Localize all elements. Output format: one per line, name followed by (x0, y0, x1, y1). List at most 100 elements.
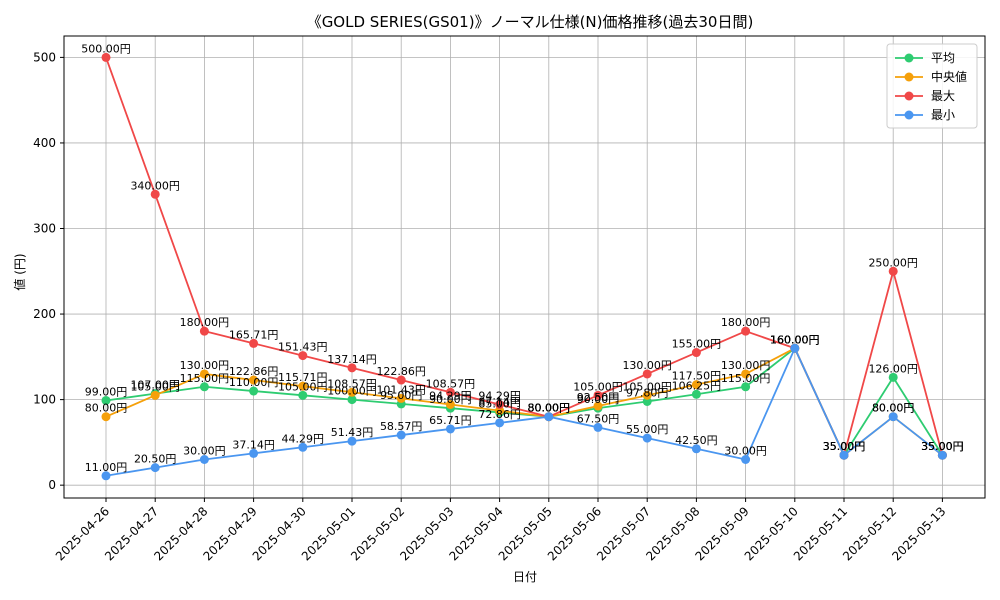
data-label: 97.80円 (626, 386, 669, 399)
data-label: 90.00円 (429, 393, 472, 406)
data-label: 130.00円 (180, 359, 230, 372)
data-label: 80.00円 (528, 402, 571, 415)
data-label: 44.29円 (282, 432, 325, 445)
data-label: 11.00円 (85, 461, 128, 474)
data-label: 151.43円 (278, 341, 328, 354)
data-point (741, 382, 751, 392)
y-tick-label: 500 (33, 50, 56, 64)
data-label: 35.00円 (823, 440, 866, 453)
data-label: 126.00円 (868, 362, 918, 375)
data-point (249, 448, 259, 458)
data-label: 85.00円 (478, 397, 521, 410)
legend-marker (904, 72, 914, 82)
data-point (741, 326, 751, 336)
legend-entry: 中央値 (931, 69, 967, 84)
data-point (396, 430, 406, 440)
data-label: 80.00円 (528, 402, 571, 415)
data-label: 80.00円 (872, 402, 915, 415)
data-label: 250.00円 (868, 256, 918, 269)
data-label: 130.00円 (622, 359, 672, 372)
data-label: 165.71円 (229, 328, 279, 341)
data-label: 95.00円 (380, 389, 423, 402)
y-tick-label: 300 (33, 222, 56, 236)
data-point (593, 390, 603, 400)
grid (64, 36, 985, 498)
y-tick-label: 200 (33, 307, 56, 321)
data-point (150, 390, 160, 400)
data-label: 106.25円 (672, 379, 722, 392)
data-point (396, 393, 406, 403)
data-label: 160.00円 (770, 333, 820, 346)
data-label: 58.57円 (380, 420, 423, 433)
data-point (593, 422, 603, 432)
data-point (937, 450, 947, 460)
data-label: 65.71円 (429, 414, 472, 427)
data-label: 155.00円 (672, 338, 722, 351)
data-label: 87.14円 (478, 396, 521, 409)
data-label: 35.00円 (921, 440, 964, 453)
data-label: 115.00円 (180, 372, 230, 385)
data-point (691, 389, 701, 399)
data-label: 94.29円 (429, 389, 472, 402)
data-point (101, 412, 111, 422)
data-point (396, 375, 406, 385)
data-label: 80.00円 (872, 402, 915, 415)
data-point (298, 390, 308, 400)
data-label: 94.29円 (478, 389, 521, 402)
data-label: 30.00円 (724, 445, 767, 458)
data-label: 130.00円 (721, 359, 771, 372)
chart-title: 《GOLD SERIES(GS01)》ノーマル仕様(N)価格推移(過去30日間) (307, 13, 754, 31)
data-label: 99.00円 (85, 385, 128, 398)
axes: 01002003004005002025-04-262025-04-272025… (33, 35, 986, 563)
data-label: 100.00円 (327, 385, 377, 398)
data-label: 110.00円 (229, 376, 279, 389)
data-label: 500.00円 (81, 42, 131, 55)
data-point (445, 424, 455, 434)
data-label: 115.00円 (721, 372, 771, 385)
data-label: 80.00円 (85, 402, 128, 415)
data-label: 117.50円 (672, 370, 722, 383)
legend-marker (904, 110, 914, 120)
data-point (790, 343, 800, 353)
legend-marker (904, 53, 914, 63)
data-point (642, 433, 652, 443)
legend-entry: 最小 (931, 108, 955, 122)
data-point (199, 326, 209, 336)
data-point (741, 455, 751, 464)
data-label: 105.00円 (278, 380, 328, 393)
data-point (642, 396, 652, 406)
data-label: 35.00円 (921, 440, 964, 453)
data-point (347, 436, 357, 446)
data-point (199, 382, 209, 392)
series-layer (101, 52, 947, 481)
data-point (544, 412, 554, 422)
data-point (593, 401, 603, 411)
data-label: 180.00円 (180, 316, 230, 329)
y-axis-label: 値 (円) (12, 253, 27, 290)
data-point (101, 471, 111, 481)
legend-box (886, 43, 978, 129)
data-label: 180.00円 (721, 316, 771, 329)
y-tick-label: 100 (33, 393, 56, 407)
data-point (642, 390, 652, 400)
data-label: 105.00円 (622, 380, 672, 393)
data-label: 107.00円 (130, 379, 180, 392)
data-label: 105.00円 (130, 380, 180, 393)
series-line-3 (105, 346, 943, 477)
data-point (298, 442, 308, 452)
data-label: 72.86円 (478, 408, 521, 421)
data-label: 35.00円 (921, 440, 964, 453)
data-label: 122.86円 (376, 365, 426, 378)
data-label: 115.71円 (278, 371, 328, 384)
y-tick-label: 0 (48, 478, 56, 492)
data-label: 35.00円 (823, 440, 866, 453)
data-label: 67.50円 (577, 412, 620, 425)
data-label: 35.00円 (823, 440, 866, 453)
data-label: 51.43円 (331, 426, 374, 439)
data-label: 105.00円 (573, 380, 623, 393)
data-label: 160.00円 (770, 333, 820, 346)
data-point (199, 455, 209, 464)
